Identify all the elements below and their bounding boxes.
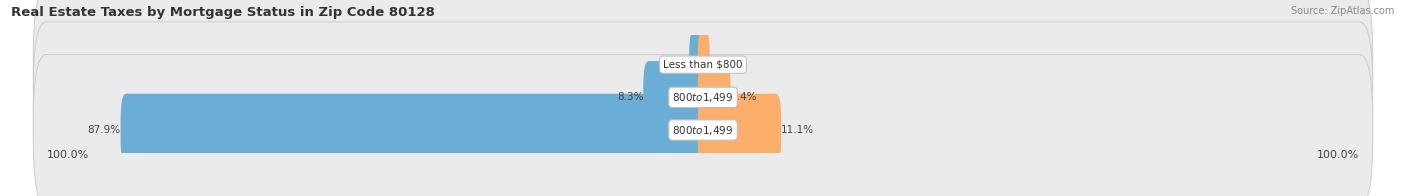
Text: 87.9%: 87.9% <box>87 125 121 135</box>
FancyBboxPatch shape <box>34 22 1372 173</box>
FancyBboxPatch shape <box>697 94 782 166</box>
Text: 1.3%: 1.3% <box>662 60 689 70</box>
Text: 3.4%: 3.4% <box>731 92 756 102</box>
FancyBboxPatch shape <box>34 54 1372 196</box>
FancyBboxPatch shape <box>121 94 709 166</box>
Text: Less than $800: Less than $800 <box>664 60 742 70</box>
Text: 100.0%: 100.0% <box>1317 150 1360 160</box>
Text: Real Estate Taxes by Mortgage Status in Zip Code 80128: Real Estate Taxes by Mortgage Status in … <box>11 6 434 19</box>
FancyBboxPatch shape <box>34 0 1372 140</box>
Text: 0.22%: 0.22% <box>710 60 742 70</box>
FancyBboxPatch shape <box>697 61 731 134</box>
Text: Source: ZipAtlas.com: Source: ZipAtlas.com <box>1291 6 1395 16</box>
FancyBboxPatch shape <box>644 61 709 134</box>
FancyBboxPatch shape <box>689 28 709 101</box>
FancyBboxPatch shape <box>697 28 710 101</box>
Text: $800 to $1,499: $800 to $1,499 <box>672 91 734 104</box>
Text: $800 to $1,499: $800 to $1,499 <box>672 123 734 136</box>
Text: 100.0%: 100.0% <box>46 150 89 160</box>
Text: 11.1%: 11.1% <box>782 125 814 135</box>
Text: 8.3%: 8.3% <box>617 92 644 102</box>
